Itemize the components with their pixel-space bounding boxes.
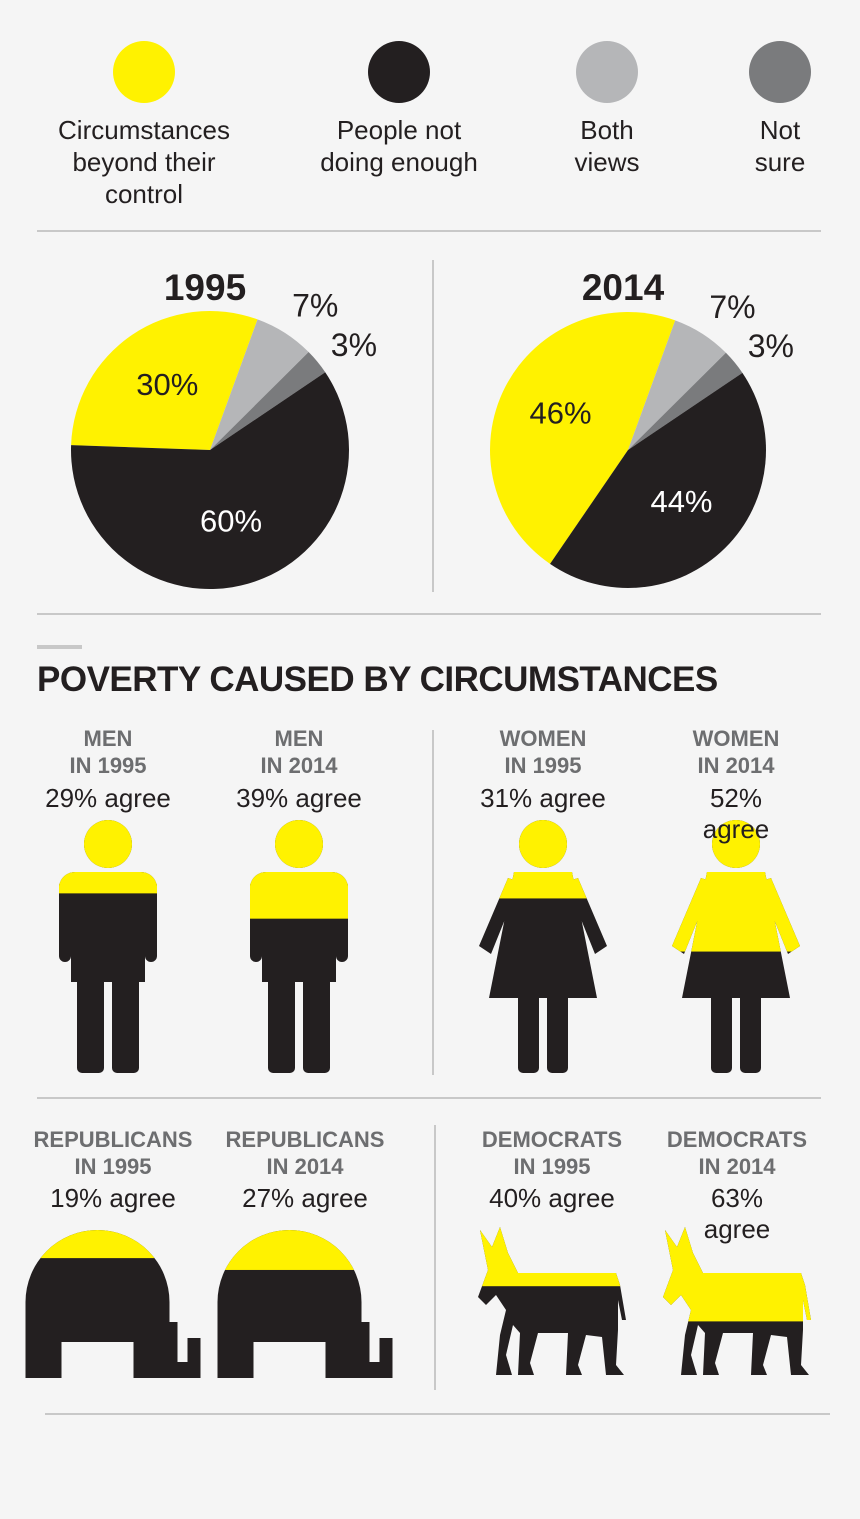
icon	[478, 1227, 626, 1375]
icon	[25, 1230, 201, 1378]
icon	[672, 820, 800, 1073]
pie-slice	[71, 311, 258, 450]
icon	[663, 1227, 811, 1375]
icon-body	[25, 1230, 201, 1378]
section-title: POVERTY CAUSED BY CIRCUMSTANCES	[37, 660, 718, 699]
value-label: 60%	[200, 504, 262, 539]
legend-label: People not doing enough	[320, 115, 478, 177]
icon-body	[663, 1227, 811, 1375]
value-label: 31% agree	[480, 783, 606, 813]
category-label: MEN IN 1995	[69, 726, 147, 778]
pie-title: 2014	[582, 267, 665, 308]
icon-fill	[59, 820, 157, 894]
value-label: 29% agree	[45, 783, 171, 813]
icon-body	[478, 1227, 626, 1375]
value-label: 3%	[331, 327, 377, 363]
category-label: DEMOCRATS IN 1995	[481, 1127, 623, 1179]
icon	[59, 820, 157, 1073]
icon	[250, 820, 348, 1073]
pie-slice	[210, 319, 309, 450]
legend-swatch	[113, 41, 175, 103]
value-label: 3%	[748, 328, 794, 364]
value-label: 52% agree	[702, 783, 770, 844]
pie-slice	[628, 320, 726, 450]
icon-body	[59, 820, 157, 1073]
icon-fill	[479, 820, 607, 899]
pie-slice	[210, 352, 326, 450]
value-label: 19% agree	[50, 1183, 176, 1213]
icon-body	[217, 1230, 393, 1378]
value-label: 7%	[709, 289, 755, 325]
value-label: 46%	[529, 395, 591, 430]
legend-label: Both views	[574, 115, 640, 177]
icon-fill	[250, 820, 348, 919]
pie-title: 1995	[164, 267, 246, 308]
icon-body	[479, 820, 607, 1073]
legend-label: Not sure	[754, 115, 806, 177]
value-label: 40% agree	[489, 1183, 615, 1213]
icon-fill	[478, 1227, 626, 1287]
value-label: 30%	[136, 367, 198, 402]
value-label: 7%	[292, 288, 338, 324]
value-label: 27% agree	[242, 1183, 368, 1213]
category-label: REPUBLICANS IN 2014	[225, 1127, 385, 1179]
icon-fill	[25, 1230, 201, 1259]
icon	[217, 1230, 393, 1378]
legend-label: Circumstances beyond their control	[58, 115, 230, 209]
value-label: 44%	[650, 484, 712, 519]
category-label: WOMEN IN 1995	[499, 726, 587, 778]
legend-swatch	[576, 41, 638, 103]
category-label: WOMEN IN 2014	[692, 726, 780, 778]
value-label: 39% agree	[236, 783, 362, 813]
icon	[479, 820, 607, 1073]
pie-slice	[628, 352, 743, 450]
icon-fill	[217, 1230, 393, 1270]
category-label: MEN IN 2014	[260, 726, 338, 778]
legend-swatch	[749, 41, 811, 103]
legend-swatch	[368, 41, 430, 103]
pie-slice	[550, 372, 766, 588]
category-label: DEMOCRATS IN 2014	[666, 1127, 808, 1179]
category-label: REPUBLICANS IN 1995	[33, 1127, 193, 1179]
icon-body	[250, 820, 348, 1073]
icon-body	[672, 820, 800, 1073]
value-label: 63% agree	[703, 1183, 771, 1244]
pie-slice	[489, 311, 676, 564]
pie-slice	[70, 372, 349, 589]
